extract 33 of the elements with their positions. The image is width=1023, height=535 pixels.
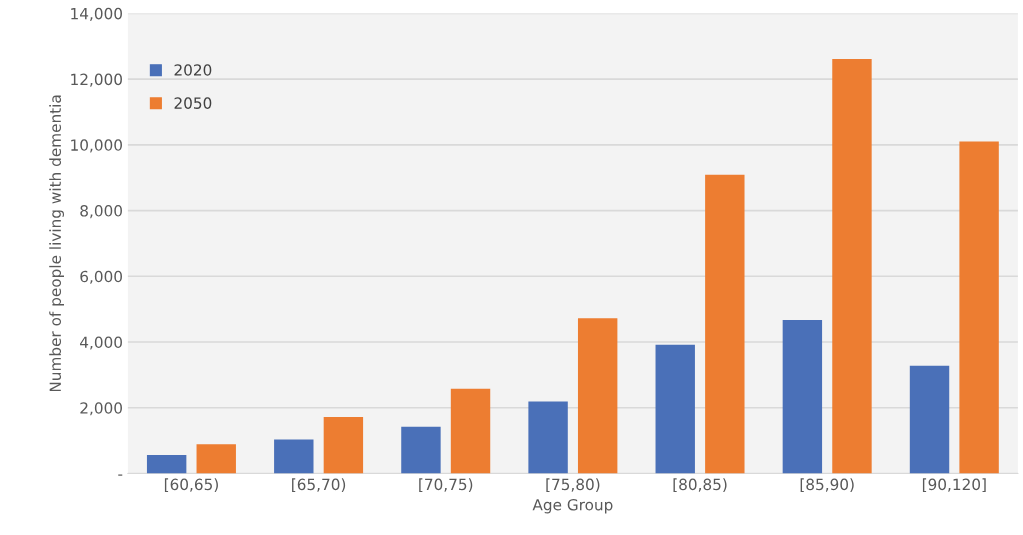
y-tick-label: 6,000 xyxy=(80,270,122,284)
x-tick-label: [70,75) xyxy=(419,478,473,492)
x-tick-label: [90,120] xyxy=(922,478,986,492)
legend-label: 2050 xyxy=(174,97,212,109)
x-tick-label: [85,90) xyxy=(800,478,854,492)
y-tick-label: 14,000 xyxy=(71,7,122,21)
y-tick-label: 12,000 xyxy=(71,73,122,87)
legend-label: 2020 xyxy=(174,64,212,76)
bar xyxy=(401,426,441,474)
bar xyxy=(832,59,872,474)
bar xyxy=(959,141,999,474)
bar xyxy=(146,455,187,474)
bar xyxy=(577,318,618,474)
y-axis-title: Number of people living with dementia xyxy=(49,95,64,392)
bar xyxy=(705,174,745,474)
bar xyxy=(655,344,695,474)
bar xyxy=(909,365,950,474)
y-tick-label: 2,000 xyxy=(80,402,122,416)
bar xyxy=(196,444,236,474)
bar xyxy=(450,388,491,474)
x-axis-title: Age Group xyxy=(532,498,613,514)
bar xyxy=(528,401,568,474)
x-tick-label: [80,85) xyxy=(673,478,727,492)
bar xyxy=(274,439,314,474)
y-tick-label: 10,000 xyxy=(71,139,122,153)
y-tick-label: - xyxy=(118,474,123,476)
y-tick-label: 4,000 xyxy=(80,336,122,350)
x-tick-label: [75,80) xyxy=(546,478,600,492)
bar xyxy=(782,320,823,474)
y-tick-label: 8,000 xyxy=(80,205,122,219)
x-tick-label: [65,70) xyxy=(292,478,346,492)
x-tick-label: [60,65) xyxy=(164,478,218,492)
bar xyxy=(323,416,364,474)
